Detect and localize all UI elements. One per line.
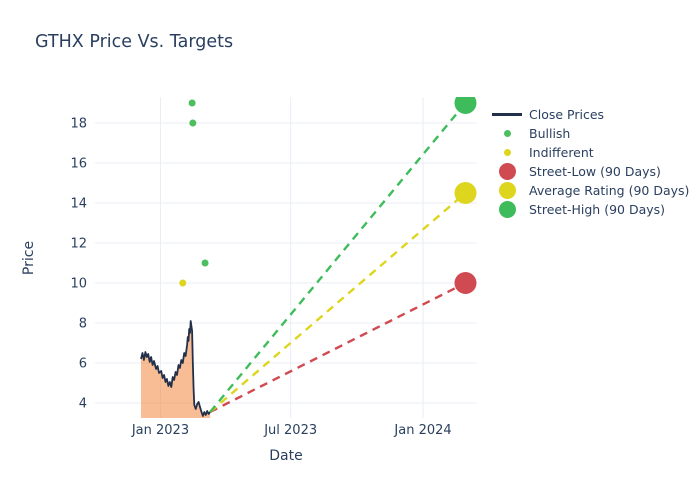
y-axis-title: Price: [21, 241, 37, 275]
bullish-legend-icon: [488, 130, 526, 137]
legend-label: Average Rating (90 Days): [529, 183, 690, 198]
legend-item-bullish[interactable]: Bullish: [488, 124, 689, 143]
close-prices-area: [141, 321, 211, 418]
bullish-point: [188, 99, 196, 107]
legend-label: Bullish: [529, 126, 571, 141]
bullish-point: [189, 119, 197, 127]
indifferent-point: [179, 279, 187, 287]
street-high-90-days-marker: [454, 97, 477, 114]
legend-item-close-prices[interactable]: Close Prices: [488, 105, 689, 124]
legend-label: Street-Low (90 Days): [529, 164, 661, 179]
y-tick-label: 8: [79, 317, 87, 332]
y-tick-label: 10: [70, 277, 87, 292]
close-prices-legend-icon: [488, 113, 526, 116]
indifferent-legend-icon: [488, 149, 526, 156]
target-connector: [209, 192, 467, 413]
x-axis-title: Date: [269, 448, 302, 464]
y-tick-label: 6: [79, 357, 87, 372]
y-tick-label: 14: [70, 197, 87, 212]
legend: Close Prices Bullish Indifferent Street-Low…: [488, 105, 689, 219]
close-prices-line: [140, 320, 211, 417]
y-tick-label: 18: [70, 117, 87, 132]
street-low-legend-icon: [488, 163, 526, 180]
x-tick-label: Jan 2023: [131, 423, 189, 438]
legend-item-average-rating[interactable]: Average Rating (90 Days): [488, 181, 689, 200]
y-tick-label: 12: [70, 237, 87, 252]
y-tick-label: 16: [70, 157, 87, 172]
legend-item-indifferent[interactable]: Indifferent: [488, 143, 689, 162]
x-tick-label: Jul 2023: [263, 423, 317, 438]
legend-item-street-high[interactable]: Street-High (90 Days): [488, 200, 689, 219]
target-connector: [209, 102, 467, 413]
legend-label: Indifferent: [529, 145, 594, 160]
legend-label: Close Prices: [529, 107, 605, 122]
average-rating-90-days-marker: [454, 182, 477, 204]
street-high-legend-icon: [488, 201, 526, 218]
legend-label: Street-High (90 Days): [529, 202, 666, 217]
target-connector: [209, 281, 467, 414]
legend-item-street-low[interactable]: Street-Low (90 Days): [488, 162, 689, 181]
street-low-90-days-marker: [454, 272, 477, 294]
y-tick-label: 4: [79, 397, 87, 412]
average-rating-legend-icon: [488, 182, 526, 199]
chart-title: GTHX Price Vs. Targets: [35, 32, 234, 52]
bullish-point: [201, 259, 209, 267]
x-tick-label: Jan 2024: [393, 423, 451, 438]
